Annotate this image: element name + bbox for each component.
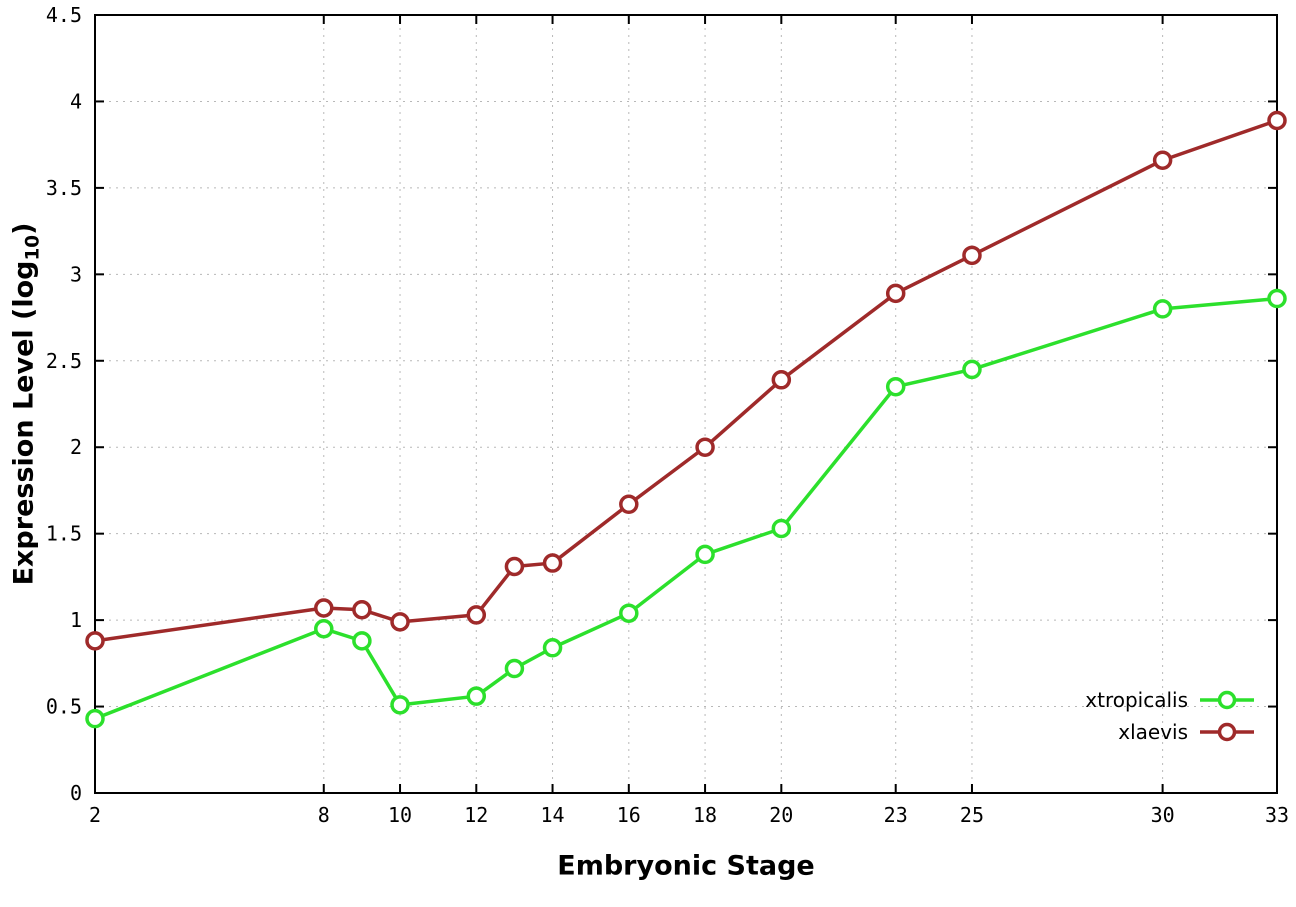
tick-labels: 2 8 10 12 14 16 18 20 23 25 30 33 0 0.5 1 1.5 2 2.5 3 3.5 4 4… xyxy=(46,3,1289,827)
svg-text:25: 25 xyxy=(960,803,984,827)
data-point-marker xyxy=(695,437,715,457)
data-point-marker xyxy=(771,518,792,539)
gridlines xyxy=(94,14,1278,794)
data-point-marker xyxy=(771,370,792,390)
series-line-xtropicalis xyxy=(93,296,1279,721)
data-point-marker xyxy=(314,598,334,618)
legend-label-xtropicalis: xtropicalis xyxy=(1085,688,1188,712)
data-point-marker xyxy=(619,494,639,515)
svg-text:1.5: 1.5 xyxy=(46,522,82,546)
svg-text:30: 30 xyxy=(1151,803,1175,827)
x-axis-title: Embryonic Stage xyxy=(557,850,815,882)
y-axis-title-text: Expression Level (log xyxy=(8,260,40,586)
svg-text:4: 4 xyxy=(70,89,82,113)
data-point-marker xyxy=(1267,288,1287,309)
svg-text:2: 2 xyxy=(70,435,82,459)
svg-text:4.5: 4.5 xyxy=(46,3,82,27)
data-point-marker xyxy=(542,638,563,658)
data-point-marker xyxy=(1152,150,1173,170)
svg-text:14: 14 xyxy=(541,803,565,827)
svg-text:0.5: 0.5 xyxy=(46,695,82,719)
series-xlaevis xyxy=(85,110,1287,651)
svg-text:33: 33 xyxy=(1265,803,1289,827)
legend-row-xtropicalis: xtropicalis xyxy=(1085,687,1256,713)
data-point-marker xyxy=(962,359,982,380)
tick-marks xyxy=(94,14,1278,794)
plot-border xyxy=(94,14,1278,794)
svg-text:0: 0 xyxy=(70,781,82,805)
data-point-marker xyxy=(466,605,487,625)
data-point-marker xyxy=(695,544,715,565)
y-axis-title: Expression Level (log10) xyxy=(8,223,43,586)
svg-text:18: 18 xyxy=(693,803,717,827)
data-point-marker xyxy=(390,695,410,715)
series-line-xlaevis xyxy=(93,118,1279,643)
data-point-marker xyxy=(1267,110,1287,131)
data-point-marker xyxy=(466,686,487,706)
svg-text:3: 3 xyxy=(70,262,82,286)
data-point-marker xyxy=(542,553,563,573)
data-point-marker xyxy=(885,283,906,304)
legend-label-xlaevis: xlaevis xyxy=(1118,720,1188,744)
data-point-marker xyxy=(885,376,906,397)
y-axis-title-suffix: ) xyxy=(8,222,40,235)
data-point-marker xyxy=(962,245,982,266)
legend-row-xlaevis: xlaevis xyxy=(1085,719,1256,745)
legend-line-sample-icon xyxy=(1200,690,1254,710)
data-point-marker xyxy=(1152,299,1173,319)
data-point-marker xyxy=(390,612,410,632)
legend-line-sample-icon xyxy=(1200,722,1254,742)
y-axis-title-subscript: 10 xyxy=(22,234,44,261)
data-point-marker xyxy=(619,603,639,623)
svg-text:16: 16 xyxy=(617,803,641,827)
svg-text:8: 8 xyxy=(318,803,330,827)
svg-text:20: 20 xyxy=(769,803,793,827)
svg-text:2: 2 xyxy=(89,803,101,827)
svg-text:2.5: 2.5 xyxy=(46,349,82,373)
legend: xtropicalis xlaevis xyxy=(1085,687,1256,745)
data-point-marker xyxy=(352,631,372,651)
data-point-marker xyxy=(352,599,372,620)
series-xtropicalis xyxy=(85,288,1287,729)
data-point-marker xyxy=(314,619,334,639)
data-point-marker xyxy=(504,658,525,679)
svg-text:12: 12 xyxy=(464,803,488,827)
svg-text:1: 1 xyxy=(70,608,82,632)
data-point-marker xyxy=(85,708,105,729)
svg-text:23: 23 xyxy=(884,803,908,827)
svg-text:10: 10 xyxy=(388,803,412,827)
svg-text:3.5: 3.5 xyxy=(46,176,82,200)
data-point-marker xyxy=(85,631,105,651)
data-point-marker xyxy=(504,556,525,577)
